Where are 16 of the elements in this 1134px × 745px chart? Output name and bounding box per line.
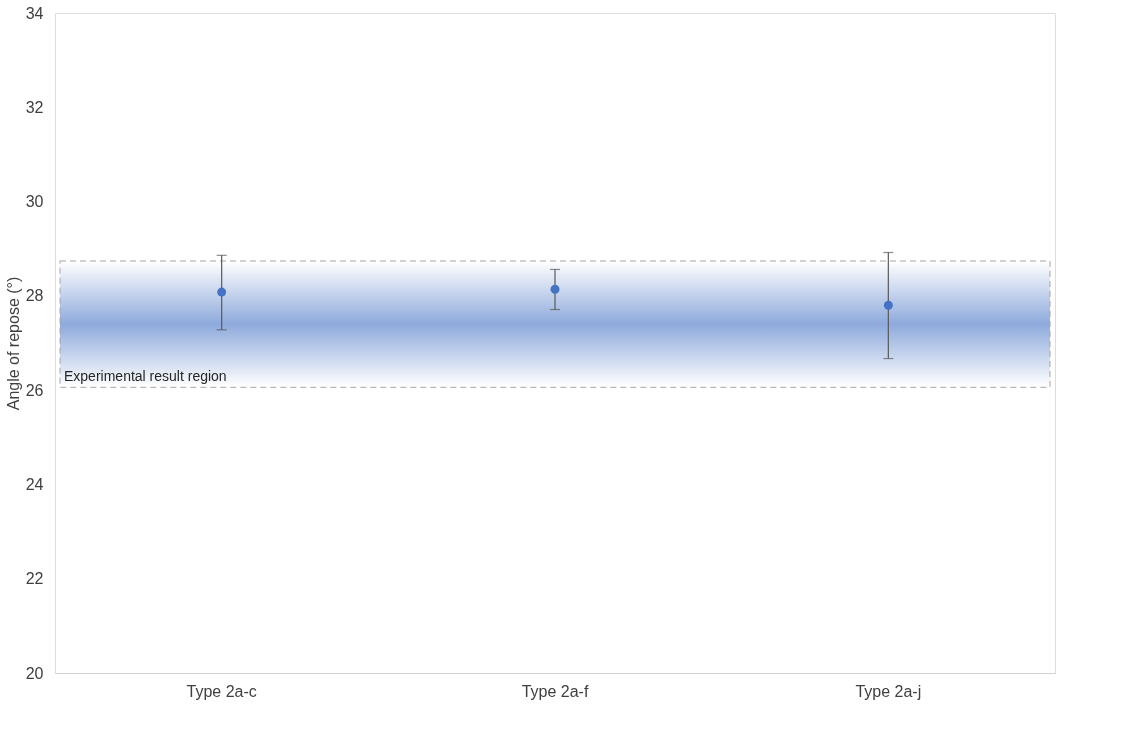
- y-tick-label: 32: [25, 98, 44, 116]
- y-tick-label: 26: [25, 381, 44, 399]
- y-tick-label: 28: [25, 287, 44, 305]
- y-tick-label: 20: [25, 664, 44, 682]
- y-tick-label: 30: [25, 193, 44, 211]
- x-tick-label: Type 2a-f: [521, 682, 589, 700]
- x-tick-label: Type 2a-c: [186, 682, 257, 700]
- x-tick-label: Type 2a-j: [855, 682, 922, 700]
- y-tick-label: 22: [25, 570, 44, 588]
- y-tick-label: 24: [25, 475, 44, 493]
- point: [550, 284, 560, 294]
- point: [217, 287, 227, 297]
- point: [883, 300, 893, 310]
- y-axis-title: Angle of repose (°): [4, 276, 22, 411]
- y-tick-label: 34: [25, 4, 44, 22]
- band-label: Experimental result region: [64, 368, 227, 385]
